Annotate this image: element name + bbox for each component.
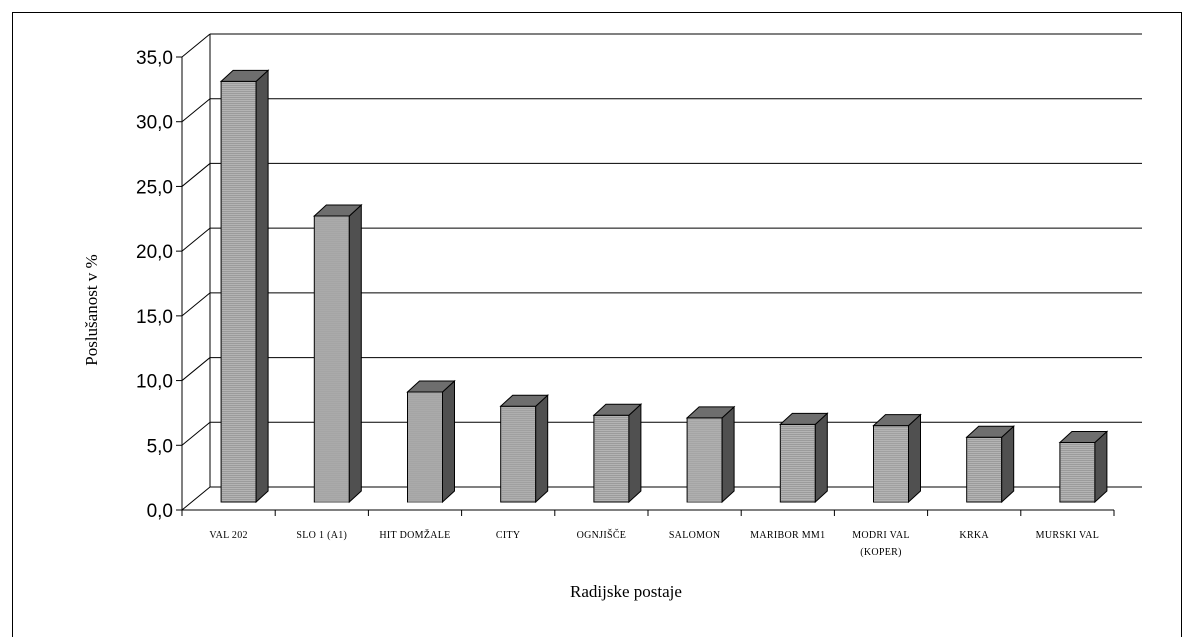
bars bbox=[219, 69, 1109, 504]
gridline-depth bbox=[181, 292, 211, 317]
bar-top bbox=[313, 204, 363, 217]
x-tick-label: CITY bbox=[496, 530, 521, 541]
x-tick-label: VAL 202 bbox=[209, 530, 248, 541]
bar bbox=[872, 413, 922, 504]
bar-side bbox=[535, 394, 549, 504]
bar-top bbox=[406, 380, 456, 393]
x-tick-label: KRKA bbox=[959, 530, 989, 541]
y-tick-label: 5,0 bbox=[147, 436, 173, 457]
x-tick-label: MODRI VAL bbox=[852, 530, 910, 541]
bar-top bbox=[779, 412, 829, 425]
y-tick-label: 20,0 bbox=[136, 242, 173, 263]
bar bbox=[685, 405, 736, 504]
y-tick-label: 30,0 bbox=[136, 113, 173, 134]
gridline-depth bbox=[181, 163, 211, 187]
gridline-depth bbox=[181, 486, 211, 511]
bar bbox=[406, 379, 456, 504]
bar-side bbox=[721, 405, 735, 504]
gridline-depth bbox=[181, 98, 211, 123]
x-tick-label: MURSKI VAL bbox=[1036, 530, 1099, 541]
gridline-depth bbox=[181, 421, 211, 446]
bar-front bbox=[779, 423, 816, 503]
bar-side bbox=[442, 379, 455, 504]
bar-top bbox=[965, 425, 1015, 438]
bar-side bbox=[255, 69, 269, 504]
bar-top bbox=[219, 69, 270, 82]
gridline-depth bbox=[181, 33, 211, 58]
y-tick-label: 25,0 bbox=[136, 177, 173, 198]
bar-front bbox=[313, 215, 350, 503]
gridline-depth bbox=[181, 357, 211, 381]
y-tick-label: 35,0 bbox=[136, 48, 173, 69]
x-axis-title: Radijske postaje bbox=[570, 582, 682, 601]
x-tick-label: SLO 1 (A1) bbox=[296, 530, 347, 541]
bar-top bbox=[592, 403, 643, 416]
x-tick-label: MARIBOR MM1 bbox=[750, 530, 825, 541]
x-axis: VAL 202 SLO 1 (A1) HIT DOMŽALE CITY OGNJIŠČE… bbox=[181, 509, 1115, 558]
bar bbox=[592, 403, 643, 504]
bar-top bbox=[685, 406, 736, 419]
bar bbox=[965, 425, 1015, 504]
bar-side bbox=[1001, 425, 1015, 504]
x-tick-label: SALOMON bbox=[669, 530, 721, 541]
bar bbox=[219, 69, 270, 504]
chart-frame bbox=[12, 12, 1182, 637]
y-axis-title: Poslušanost v % bbox=[82, 254, 101, 365]
bar-front bbox=[407, 391, 443, 503]
y-tick-label: 0,0 bbox=[147, 501, 173, 522]
bar-top bbox=[872, 414, 922, 427]
y-tick-label: 10,0 bbox=[136, 372, 173, 393]
bar-top bbox=[499, 394, 549, 407]
bar-side bbox=[1094, 430, 1108, 504]
bar bbox=[779, 412, 829, 504]
y-axis: 0,0 5,0 10,0 15,0 20,0 25,0 30,0 35,0 bbox=[136, 48, 183, 522]
bar-side bbox=[628, 403, 642, 504]
gridlines bbox=[181, 33, 1142, 511]
x-tick-label: OGNJIŠČE bbox=[577, 529, 627, 541]
bar bbox=[1058, 430, 1109, 504]
bar-side bbox=[908, 413, 921, 504]
bar bbox=[313, 203, 363, 504]
bar-front bbox=[220, 80, 257, 503]
bar bbox=[499, 394, 549, 504]
x-tick-label: HIT DOMŽALE bbox=[379, 529, 450, 541]
bar-side bbox=[348, 203, 362, 504]
y-tick-label: 15,0 bbox=[136, 307, 173, 328]
x-tick-label: (KOPER) bbox=[860, 547, 902, 558]
gridline-depth bbox=[181, 227, 211, 252]
bar-side bbox=[814, 412, 828, 504]
bar-top bbox=[1058, 430, 1109, 443]
